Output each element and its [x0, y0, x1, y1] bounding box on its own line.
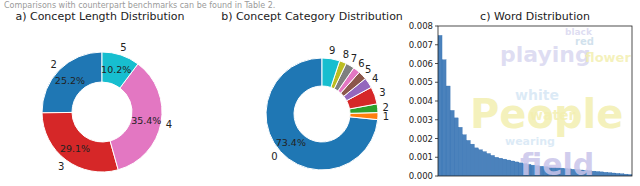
bar: [470, 144, 474, 176]
data-label: 73.4%: [276, 137, 306, 148]
word-cloud-word: field: [520, 147, 594, 182]
bar: [612, 173, 616, 176]
y-tick: [435, 44, 438, 45]
donut-slice: [42, 112, 118, 172]
donut-slice: [102, 52, 138, 88]
bar: [474, 148, 478, 176]
bar: [478, 150, 482, 176]
bar: [604, 172, 608, 176]
slice-label: 2: [382, 102, 388, 113]
y-tick-label: 0.008: [409, 21, 433, 31]
donut-chart: a) Concept Length Distribution 2 25.2% 3 29.…: [15, 10, 184, 172]
bar: [438, 35, 442, 176]
data-label: 25.2%: [55, 75, 85, 86]
word-cloud-word: wearing: [505, 135, 555, 148]
figure: Comparisons with counterpart benchmarks …: [0, 0, 640, 186]
donut-slice: [322, 58, 340, 87]
slice-label: 9: [329, 45, 335, 56]
donut-slice: [266, 58, 378, 170]
bar: [482, 152, 486, 176]
y-tick: [435, 157, 438, 158]
data-label: 10.2%: [101, 64, 131, 75]
slice-label: 5: [120, 42, 126, 53]
chart-title: a) Concept Length Distribution: [15, 10, 184, 23]
bar: [608, 173, 612, 176]
y-tick-label: 0.002: [409, 134, 433, 144]
bar: [515, 162, 519, 176]
slice-label: 8: [343, 49, 349, 60]
y-tick: [435, 138, 438, 139]
slice-label: 3: [58, 161, 64, 172]
bar: [454, 118, 458, 176]
slice-label: 4: [166, 119, 172, 130]
bar-chart: c) Word DistributionplayingPeoplefieldfl…: [409, 10, 632, 182]
word-cloud-word: black: [565, 27, 593, 37]
slice-label: 3: [379, 87, 385, 98]
header-text: Comparisons with counterpart benchmarks …: [4, 1, 275, 10]
bar: [596, 172, 600, 177]
word-cloud-word: white: [515, 87, 559, 103]
y-tick: [435, 82, 438, 83]
y-tick-label: 0.004: [409, 96, 433, 106]
donut-slice: [42, 52, 102, 113]
word-cloud-word: water: [530, 107, 576, 123]
y-tick-label: 0.001: [409, 152, 433, 162]
chart-title: b) Concept Category Distribution: [221, 10, 403, 23]
bar: [600, 172, 604, 176]
bar: [499, 158, 503, 176]
bar: [446, 86, 450, 176]
bar: [491, 155, 495, 176]
donut-chart: b) Concept Category Distribution073.4%12…: [221, 10, 403, 170]
slice-label: 5: [365, 64, 371, 75]
bar: [503, 159, 507, 176]
bar: [466, 140, 470, 176]
word-cloud-word: red: [575, 36, 594, 47]
y-tick: [435, 101, 438, 102]
y-tick-label: 0.007: [409, 40, 433, 50]
bar: [450, 110, 454, 176]
bar: [462, 135, 466, 176]
y-tick: [435, 26, 438, 27]
slice-label: 6: [358, 58, 364, 69]
slice-label: 0: [271, 151, 277, 162]
y-tick: [435, 119, 438, 120]
y-tick: [435, 63, 438, 64]
y-tick-label: 0.006: [409, 59, 433, 69]
bar: [487, 154, 491, 177]
y-tick: [435, 176, 438, 177]
slice-label: 2: [50, 59, 56, 70]
y-tick-label: 0.003: [409, 115, 433, 125]
chart-title: c) Word Distribution: [480, 10, 590, 23]
bar: [495, 157, 499, 176]
word-cloud-word: flower: [585, 50, 631, 65]
word-cloud: playingPeoplefieldflowerwhitewaterredwea…: [470, 27, 631, 182]
data-label: 29.1%: [60, 143, 90, 154]
bar: [511, 161, 515, 176]
bar: [507, 160, 511, 176]
y-tick-label: 0.005: [409, 77, 433, 87]
plot-frame: [438, 26, 632, 176]
bar: [442, 60, 446, 176]
bar: [458, 127, 462, 176]
data-label: 35.4%: [131, 115, 161, 126]
slice-label: 4: [372, 73, 378, 84]
y-tick-label: 0.000: [409, 171, 433, 181]
slice-label: 7: [351, 53, 357, 64]
